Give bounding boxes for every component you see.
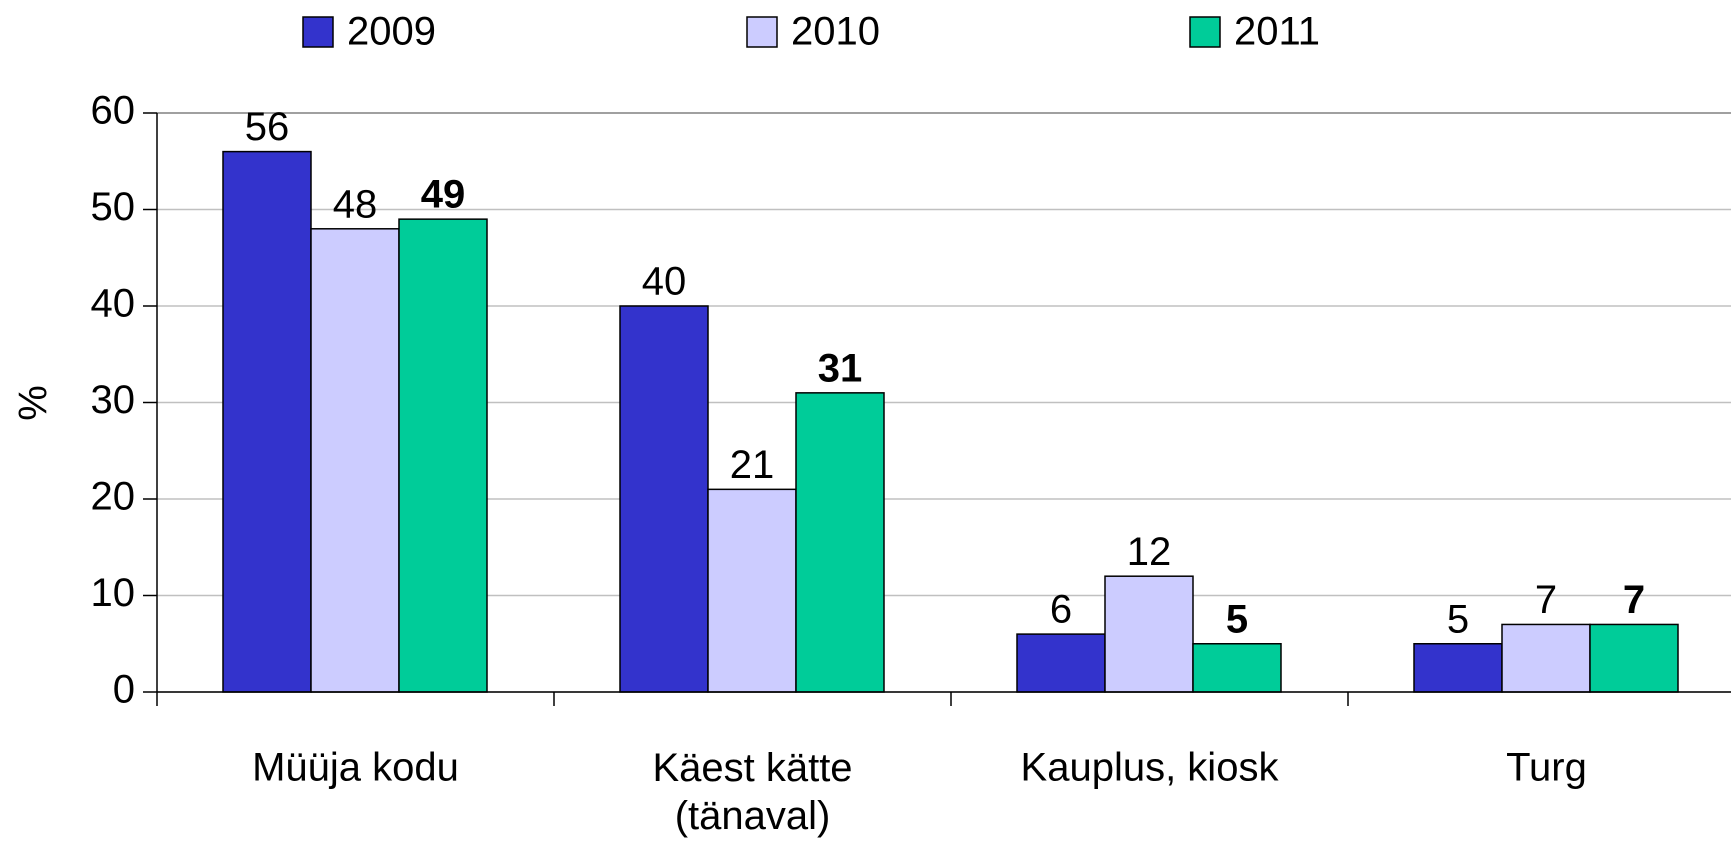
data-label: 5 (1226, 597, 1248, 641)
bar (1016, 633, 1106, 693)
bar (1501, 623, 1591, 693)
legend-swatch (1189, 16, 1221, 48)
y-tick-label: 0 (113, 668, 135, 712)
bar (398, 218, 488, 693)
data-label: 5 (1447, 597, 1469, 641)
x-tick-label: Kauplus, kiosk (1021, 746, 1280, 790)
y-tick-label: 60 (91, 89, 136, 133)
legend-label: 2010 (791, 10, 880, 54)
data-label: 7 (1623, 578, 1645, 622)
legend-label: 2011 (1234, 10, 1320, 54)
y-tick-label: 50 (91, 185, 136, 229)
data-label: 56 (245, 105, 290, 149)
y-tick-label: 30 (91, 378, 136, 422)
y-tick-label: 40 (91, 282, 136, 326)
legend-swatch (302, 16, 334, 48)
bar (222, 150, 312, 693)
data-label: 31 (818, 346, 863, 390)
data-label: 49 (421, 173, 466, 217)
bar (619, 305, 709, 693)
bar (1589, 623, 1679, 693)
bar (1192, 643, 1282, 693)
y-tick-label: 20 (91, 475, 136, 519)
x-tick-label: Käest kätte (tänaval) (652, 746, 852, 838)
bar (795, 392, 885, 693)
y-tick-label: 10 (91, 571, 136, 615)
y-axis-label: % (12, 385, 56, 421)
bar (1104, 575, 1194, 693)
bar (1413, 643, 1503, 693)
data-label: 12 (1127, 530, 1172, 574)
x-tick-label: Müüja kodu (252, 746, 459, 790)
bar (310, 228, 400, 693)
data-label: 48 (333, 182, 378, 226)
x-tick-label: Turg (1506, 746, 1587, 790)
bar (707, 488, 797, 693)
data-label: 21 (730, 443, 775, 487)
legend-swatch (746, 16, 778, 48)
data-label: 6 (1050, 588, 1072, 632)
data-label: 7 (1535, 578, 1557, 622)
legend-label: 2009 (347, 10, 436, 54)
data-label: 40 (642, 260, 687, 304)
